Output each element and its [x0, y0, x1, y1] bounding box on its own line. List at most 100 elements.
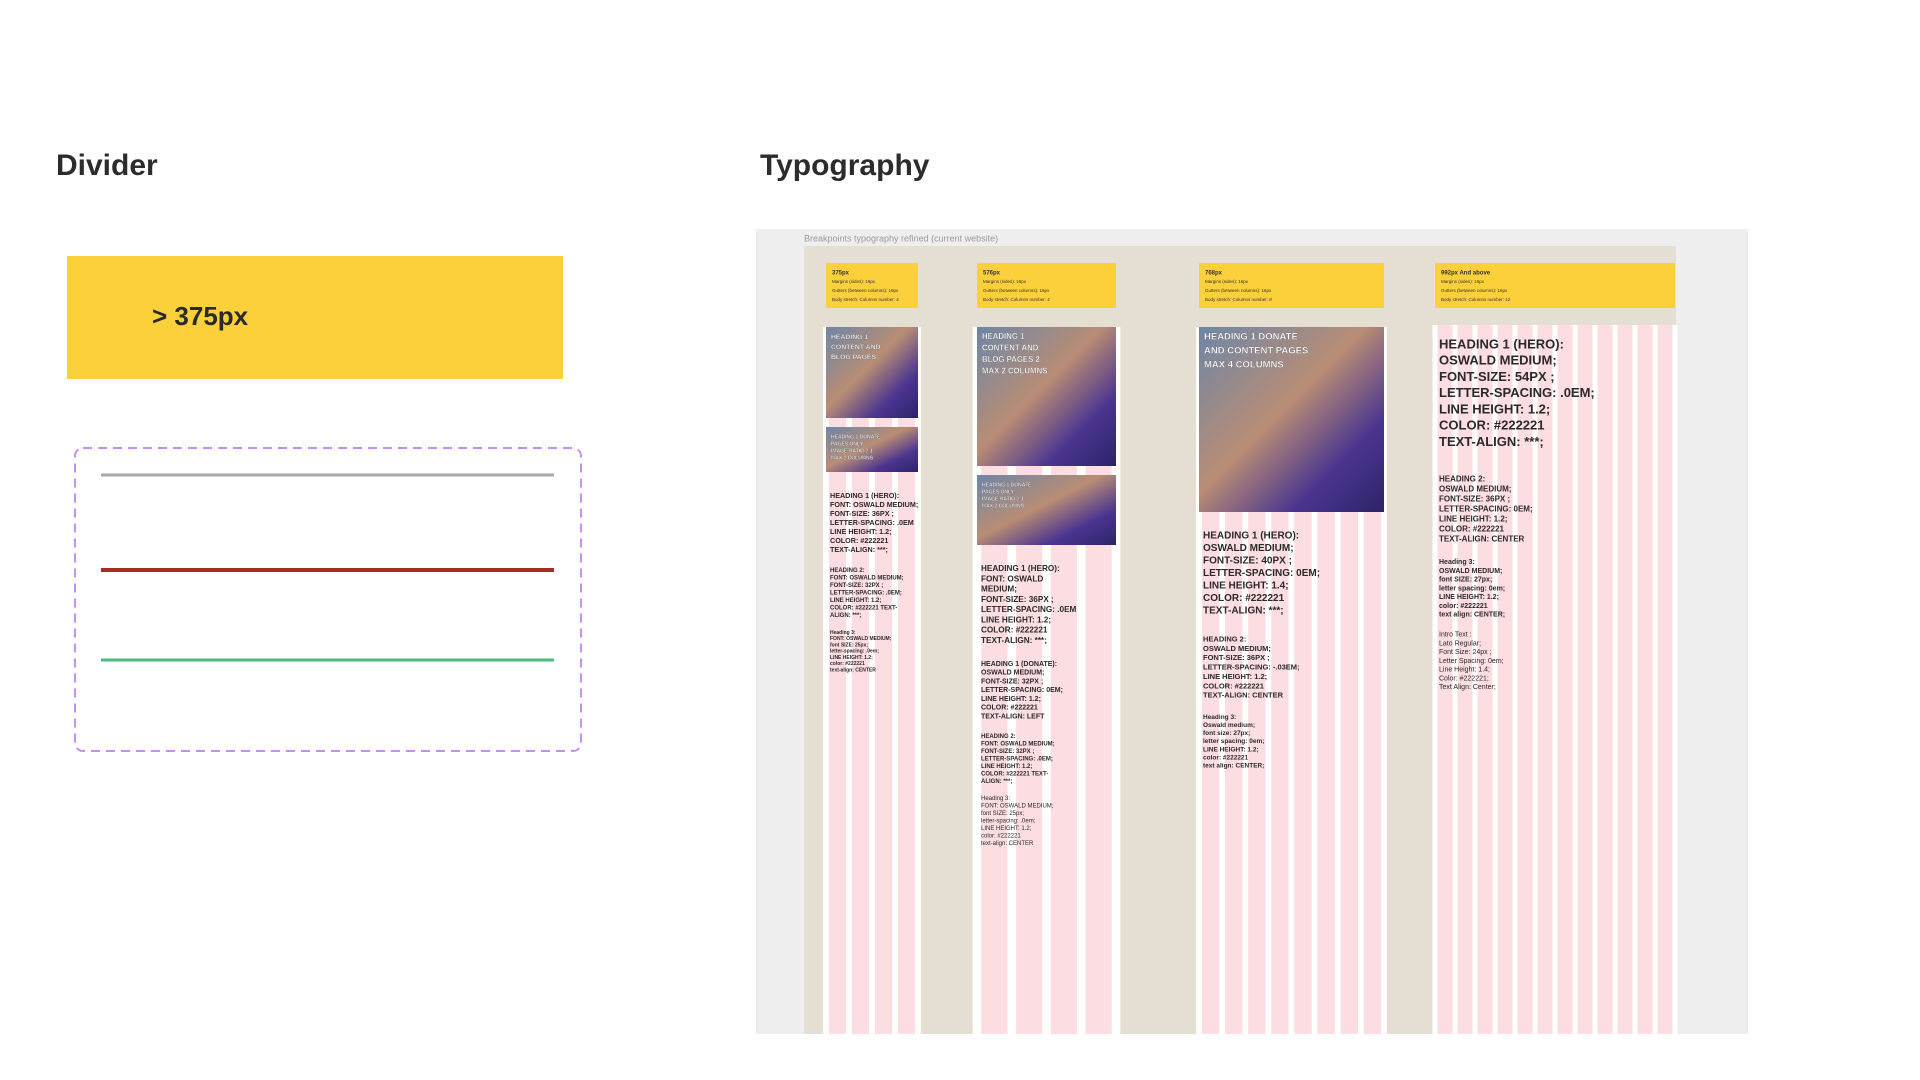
spec-text: color: #222221: [830, 661, 865, 667]
spec-text: Heading 3:: [1439, 559, 1475, 566]
hero-image: [977, 327, 1116, 466]
header-text: Gutters (between columns): 16px: [832, 288, 899, 293]
spec-text: FONT: OSWALD MEDIUM;: [830, 576, 904, 582]
spec-text: text align: CENTER;: [1203, 763, 1264, 770]
spec-text: OSWALD MEDIUM;: [1203, 543, 1294, 554]
header-text: Margins (sides): 16px: [983, 279, 1027, 284]
image-caption: CONTENT AND: [982, 344, 1039, 353]
spec-text: MEDIUM;: [981, 585, 1017, 594]
spec-text: font size: 27px;: [1203, 730, 1250, 737]
spec-text: FONT: OSWALD: [981, 574, 1043, 583]
spec-text: text align: CENTER;: [1439, 612, 1505, 619]
hero-image: [826, 427, 918, 472]
spec-text: HEADING 2:: [1203, 634, 1246, 643]
divider-frame: [74, 447, 582, 752]
spec-text: Heading 3:: [981, 796, 1010, 802]
spec-text: Heading 3:: [830, 630, 856, 636]
header-text: Gutters (between columns): 16px: [983, 288, 1050, 293]
spec-text: text-align: CENTER: [981, 841, 1034, 847]
spec-text: letter spacing: 0em;: [1203, 738, 1264, 745]
spec-text: COLOR: #222221 TEXT-: [830, 606, 897, 612]
breakpoint-columns: 375px Margins (sides): 16px Gutters (betwe…: [823, 263, 1678, 1034]
spec-text: COLOR: #222221: [981, 626, 1048, 635]
spec-text: COLOR: #222221 TEXT-: [981, 772, 1048, 778]
spec-text: Color: #222221;: [1439, 675, 1489, 682]
spec-text: LETTER-SPACING: .0EM: [981, 605, 1077, 614]
spec-text: COLOR: #222221: [830, 536, 888, 545]
header-text: Gutters (between columns): 16px: [1441, 288, 1508, 293]
image-caption: HEADING 1 DONATE: [831, 434, 881, 440]
image-caption: HEADING 1 DONATE: [982, 482, 1032, 488]
spec-text: font SIZE: 25px;: [981, 811, 1024, 817]
image-caption: PAGES ONLY: [831, 441, 864, 447]
spec-text: FONT: OSWALD MEDIUM;: [830, 636, 892, 642]
spec-text: OSWALD MEDIUM;: [1203, 644, 1271, 653]
image-caption: HEADING 1: [982, 332, 1025, 341]
spec-text: HEADING 1 (DONATE):: [981, 661, 1057, 668]
spec-text: COLOR: #222221: [1203, 681, 1264, 690]
spec-text: LETTER-SPACING: -.03EM;: [1203, 663, 1300, 672]
spec-text: LINE HEIGHT: 1.2;: [981, 826, 1032, 832]
spec-text: ALIGN: ***;: [981, 779, 1012, 785]
spec-text: LINE HEIGHT: 1.2;: [830, 655, 873, 661]
spec-text: Heading 3:: [1203, 714, 1236, 721]
spec-text: LINE HEIGHT: 1.2;: [1439, 515, 1507, 524]
spec-text: color: #222221: [981, 834, 1021, 840]
spec-text: LETTER-SPACING: .0EM;: [1439, 385, 1595, 400]
header-text: 375px: [832, 271, 850, 277]
spec-text: OSWALD MEDIUM;: [1439, 353, 1557, 368]
header-text: Body stretch: Columns number: 4: [832, 297, 899, 302]
spec-text: OSWALD MEDIUM;: [1439, 568, 1502, 575]
spec-text: LETTER-SPACING: .0EM: [830, 518, 914, 527]
spec-text: letter spacing: 0em;: [1439, 585, 1505, 592]
image-caption: IMAGE RATIO 2:1: [982, 496, 1024, 502]
spec-text: FONT: OSWALD MEDIUM;: [981, 742, 1055, 748]
spec-text: letter-spacing: .0em;: [981, 819, 1036, 825]
spec-text: LINE HEIGHT: 1.2;: [1203, 672, 1267, 681]
spec-text: FONT-SIZE: 54PX ;: [1439, 369, 1555, 384]
spec-text: TEXT-ALIGN: CENTER: [1203, 691, 1284, 700]
spec-text: COLOR: #222221: [1439, 418, 1545, 433]
spec-text: Lato Regular;: [1439, 640, 1481, 647]
spec-text: TEXT-ALIGN: ***;: [981, 636, 1047, 645]
panel-caption: Breakpoints typography refined (current …: [804, 233, 998, 243]
spec-text: letter-spacing: .0em;: [830, 649, 879, 655]
spec-text: color: #222221: [1203, 754, 1249, 761]
spec-text: ALIGN: ***;: [830, 613, 861, 619]
header-text: Margins (sides): 16px: [832, 279, 876, 284]
spec-text: FONT-SIZE: 32PX ;: [981, 749, 1034, 755]
image-caption: PAGES ONLY: [982, 489, 1015, 495]
spec-text: text-align: CENTER: [830, 667, 876, 673]
header-text: 992px And above: [1441, 271, 1491, 277]
header-text: Margins (sides): 16px: [1205, 279, 1249, 284]
spec-text: LINE HEIGHT: 1.2;: [830, 527, 892, 536]
spec-text: FONT-SIZE: 40PX ;: [1203, 556, 1292, 567]
spec-text: Intro Text :: [1439, 632, 1472, 639]
spec-text: FONT-SIZE: 36PX ;: [1203, 653, 1270, 662]
image-caption: BLOG PAGES 2: [982, 355, 1040, 364]
spec-text: Text Align: Center;: [1439, 684, 1496, 691]
section-title: Divider: [56, 149, 158, 182]
spec-text: TEXT-ALIGN: LEFT: [981, 713, 1045, 720]
breakpoint-header: [1435, 263, 1675, 308]
spec-text: font SIZE: 27px;: [1439, 577, 1492, 584]
spec-text: LETTER-SPACING: .0EM;: [830, 591, 902, 597]
image-caption: MAX 2 COLUMNS: [982, 367, 1047, 376]
spec-text: FONT: OSWALD MEDIUM;: [830, 500, 918, 509]
spec-text: LINE HEIGHT: 1.2;: [1439, 594, 1499, 601]
spec-text: LETTER-SPACING: 0EM;: [981, 687, 1063, 694]
breakpoint-header: [1199, 263, 1384, 308]
spec-text: COLOR: #222221: [1203, 593, 1285, 604]
image-caption: CONTENT AND: [831, 344, 881, 351]
spec-text: COLOR: #222221: [1439, 525, 1504, 534]
breakpoint-header: [977, 263, 1116, 308]
header-text: Body stretch: Columns number: 4: [983, 297, 1050, 302]
image-caption: BLOG PAGES: [831, 354, 876, 361]
spec-text: LINE HEIGHT: 1.2;: [1203, 746, 1259, 753]
spec-text: HEADING 1 (HERO):: [830, 491, 899, 500]
spec-text: LETTER-SPACING: 0EM;: [1203, 568, 1320, 579]
image-caption: IMAGE RATIO 2:1: [831, 448, 873, 454]
spec-text: HEADING 2:: [830, 568, 865, 574]
